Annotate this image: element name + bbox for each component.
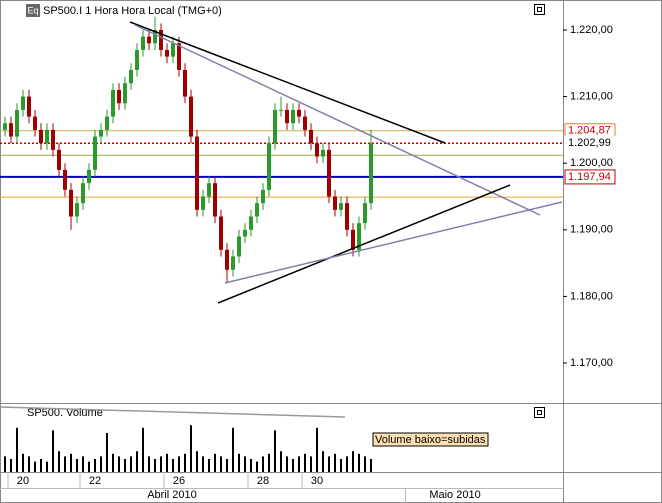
candle-body [351, 229, 355, 250]
candle-body [51, 129, 55, 150]
candle-body [75, 203, 79, 217]
candle-body [279, 109, 283, 111]
candle-body [255, 203, 259, 217]
candle-body [105, 116, 109, 130]
candle-body [363, 203, 367, 224]
candle-body [267, 143, 271, 190]
candle-body [183, 69, 187, 97]
candle-body [69, 189, 73, 217]
candle-body [261, 189, 265, 204]
month-label: Abril 2010 [147, 489, 197, 501]
candle-body [243, 229, 247, 237]
candle-body [357, 223, 361, 250]
x-tick-label: 28 [257, 475, 269, 487]
candle-body [147, 36, 151, 44]
candle-body [213, 183, 217, 217]
candle-body [237, 236, 241, 257]
price-label: 1.202,99 [568, 137, 611, 149]
candle-body [315, 143, 319, 157]
candle-body [339, 203, 343, 210]
candle-body [171, 43, 175, 57]
x-tick-label: 30 [311, 475, 323, 487]
trendline [224, 201, 563, 284]
candle-body [297, 109, 301, 117]
candle-body [369, 143, 373, 204]
icon-text: Eq [27, 5, 38, 15]
candle-body [291, 109, 295, 124]
candle-body [9, 123, 13, 137]
candle-body [345, 203, 349, 230]
candle-body [57, 149, 61, 170]
candle-body [189, 96, 193, 137]
y-tick-label: 1.220,00 [570, 24, 613, 36]
candle-body [321, 149, 325, 157]
candle-body [249, 216, 253, 230]
candle-body [153, 29, 157, 44]
candle-body [231, 256, 235, 270]
candle-body [165, 49, 169, 57]
candle-body [141, 36, 145, 50]
icon-box [26, 4, 40, 17]
candle-body [207, 183, 211, 197]
candle-body [93, 136, 97, 170]
window-button-icon [537, 7, 542, 12]
candle-body [135, 49, 139, 70]
annotation-text: Volume baixo=subidas [375, 434, 486, 446]
annotation-box [372, 432, 489, 447]
trendline [217, 184, 511, 304]
candle-body [309, 129, 313, 144]
candle-body [129, 69, 133, 84]
candle-body [15, 109, 19, 137]
chart-title[interactable]: SP500.I 1 Hora Hora Local (TMG+0) [43, 5, 222, 17]
y-tick-label: 1.190,00 [570, 224, 613, 236]
y-tick-label: 1.180,00 [570, 290, 613, 302]
candle-body [87, 169, 91, 184]
candle-body [225, 249, 229, 270]
candle-body [285, 109, 289, 124]
candle-body [159, 29, 163, 50]
candle-body [99, 129, 103, 137]
candle-body [201, 196, 205, 210]
candle-body [195, 136, 199, 210]
trendline [129, 21, 446, 144]
price-label: 1.204,87 [568, 125, 611, 137]
candle-body [117, 89, 121, 104]
candle-body [177, 43, 181, 70]
candle-body [219, 216, 223, 250]
candle-body [27, 96, 31, 117]
candle-body [123, 83, 127, 104]
candle-body [303, 116, 307, 130]
month-label: Maio 2010 [429, 489, 480, 501]
price-label-box [564, 169, 616, 185]
annotation: Volume baixo=subidas [372, 432, 489, 447]
volume-trendline [0, 406, 346, 418]
x-tick-label: 26 [173, 475, 185, 487]
candle-body [333, 196, 337, 210]
trendlines [0, 21, 563, 418]
x-tick-label: 20 [17, 475, 29, 487]
price-label: 1.197,94 [568, 171, 611, 183]
candle-body [33, 116, 37, 130]
trendline [134, 24, 541, 216]
price-label-box [564, 135, 616, 151]
candle-body [21, 96, 25, 110]
x-tick-label: 22 [89, 475, 101, 487]
y-tick-label: 1.210,00 [570, 90, 613, 102]
candle-body [81, 183, 85, 204]
candle-body [39, 129, 43, 144]
candle-body [45, 129, 49, 144]
candle-body [327, 149, 331, 197]
window-button-icon [537, 410, 542, 415]
candle-body [273, 109, 277, 144]
candle-body [63, 169, 67, 190]
y-tick-label: 1.170,00 [570, 357, 613, 369]
candle-body [111, 89, 115, 117]
candle-body [3, 123, 7, 130]
window-button[interactable] [534, 4, 545, 15]
y-tick-label: 1.200,00 [570, 157, 613, 169]
window-button[interactable] [534, 407, 545, 418]
